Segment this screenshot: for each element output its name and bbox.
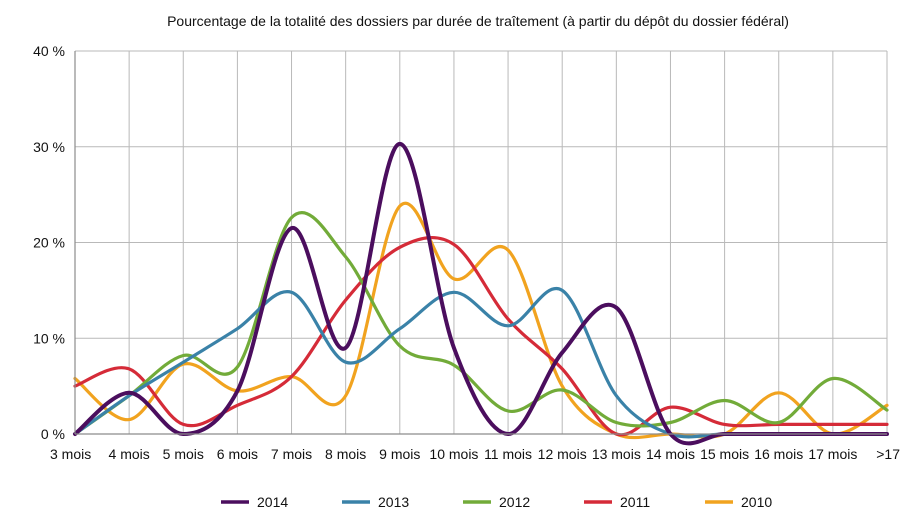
- legend-item-2013: 2013: [342, 494, 409, 510]
- y-tick-label: 30 %: [33, 139, 65, 155]
- y-tick-label: 20 %: [33, 235, 65, 251]
- x-tick-label: 17 mois: [808, 446, 857, 462]
- x-tick-label: 10 mois: [429, 446, 478, 462]
- legend-label: 2014: [257, 494, 288, 510]
- x-tick-label: >17: [876, 446, 900, 462]
- x-tick-label: 9 mois: [379, 446, 420, 462]
- x-tick-label: 16 mois: [754, 446, 803, 462]
- legend-item-2011: 2011: [584, 494, 650, 510]
- x-tick-label: 14 mois: [646, 446, 695, 462]
- legend-item-2012: 2012: [463, 494, 530, 510]
- y-tick-label: 40 %: [33, 43, 65, 59]
- x-tick-label: 4 mois: [109, 446, 150, 462]
- x-tick-label: 7 mois: [271, 446, 312, 462]
- legend-label: 2011: [620, 494, 650, 510]
- series-line-2014: [73, 141, 889, 446]
- x-tick-label: 6 mois: [217, 446, 258, 462]
- legend-item-2010: 2010: [705, 494, 772, 510]
- legend-item-2014: 2014: [221, 494, 288, 510]
- x-tick-label: 8 mois: [325, 446, 366, 462]
- series-line-2013: [73, 286, 889, 439]
- x-tick-label: 13 mois: [592, 446, 641, 462]
- x-tick-label: 5 mois: [163, 446, 204, 462]
- x-tick-label: 15 mois: [700, 446, 749, 462]
- series-lines: [73, 141, 889, 446]
- x-tick-label: 3 mois: [50, 446, 91, 462]
- x-tick-label: 12 mois: [538, 446, 587, 462]
- series-line-2011: [73, 235, 889, 437]
- x-tick-label: 11 mois: [484, 446, 532, 462]
- y-tick-label: 0 %: [41, 426, 65, 442]
- chart-title: Pourcentage de la totalité des dossiers …: [167, 13, 789, 29]
- axes: 0 % 10 % 20 % 30 % 40 % 3 mois 4 mois 5 mois 6 m…: [33, 43, 900, 462]
- legend-label: 2010: [741, 494, 772, 510]
- grid: [74, 50, 888, 435]
- legend: 2014 2013 2012 2011 2010: [221, 494, 772, 510]
- legend-label: 2012: [499, 494, 530, 510]
- series-line-2012: [73, 211, 889, 436]
- series-line-2010: [73, 201, 889, 440]
- legend-label: 2013: [378, 494, 409, 510]
- y-tick-label: 10 %: [33, 330, 65, 346]
